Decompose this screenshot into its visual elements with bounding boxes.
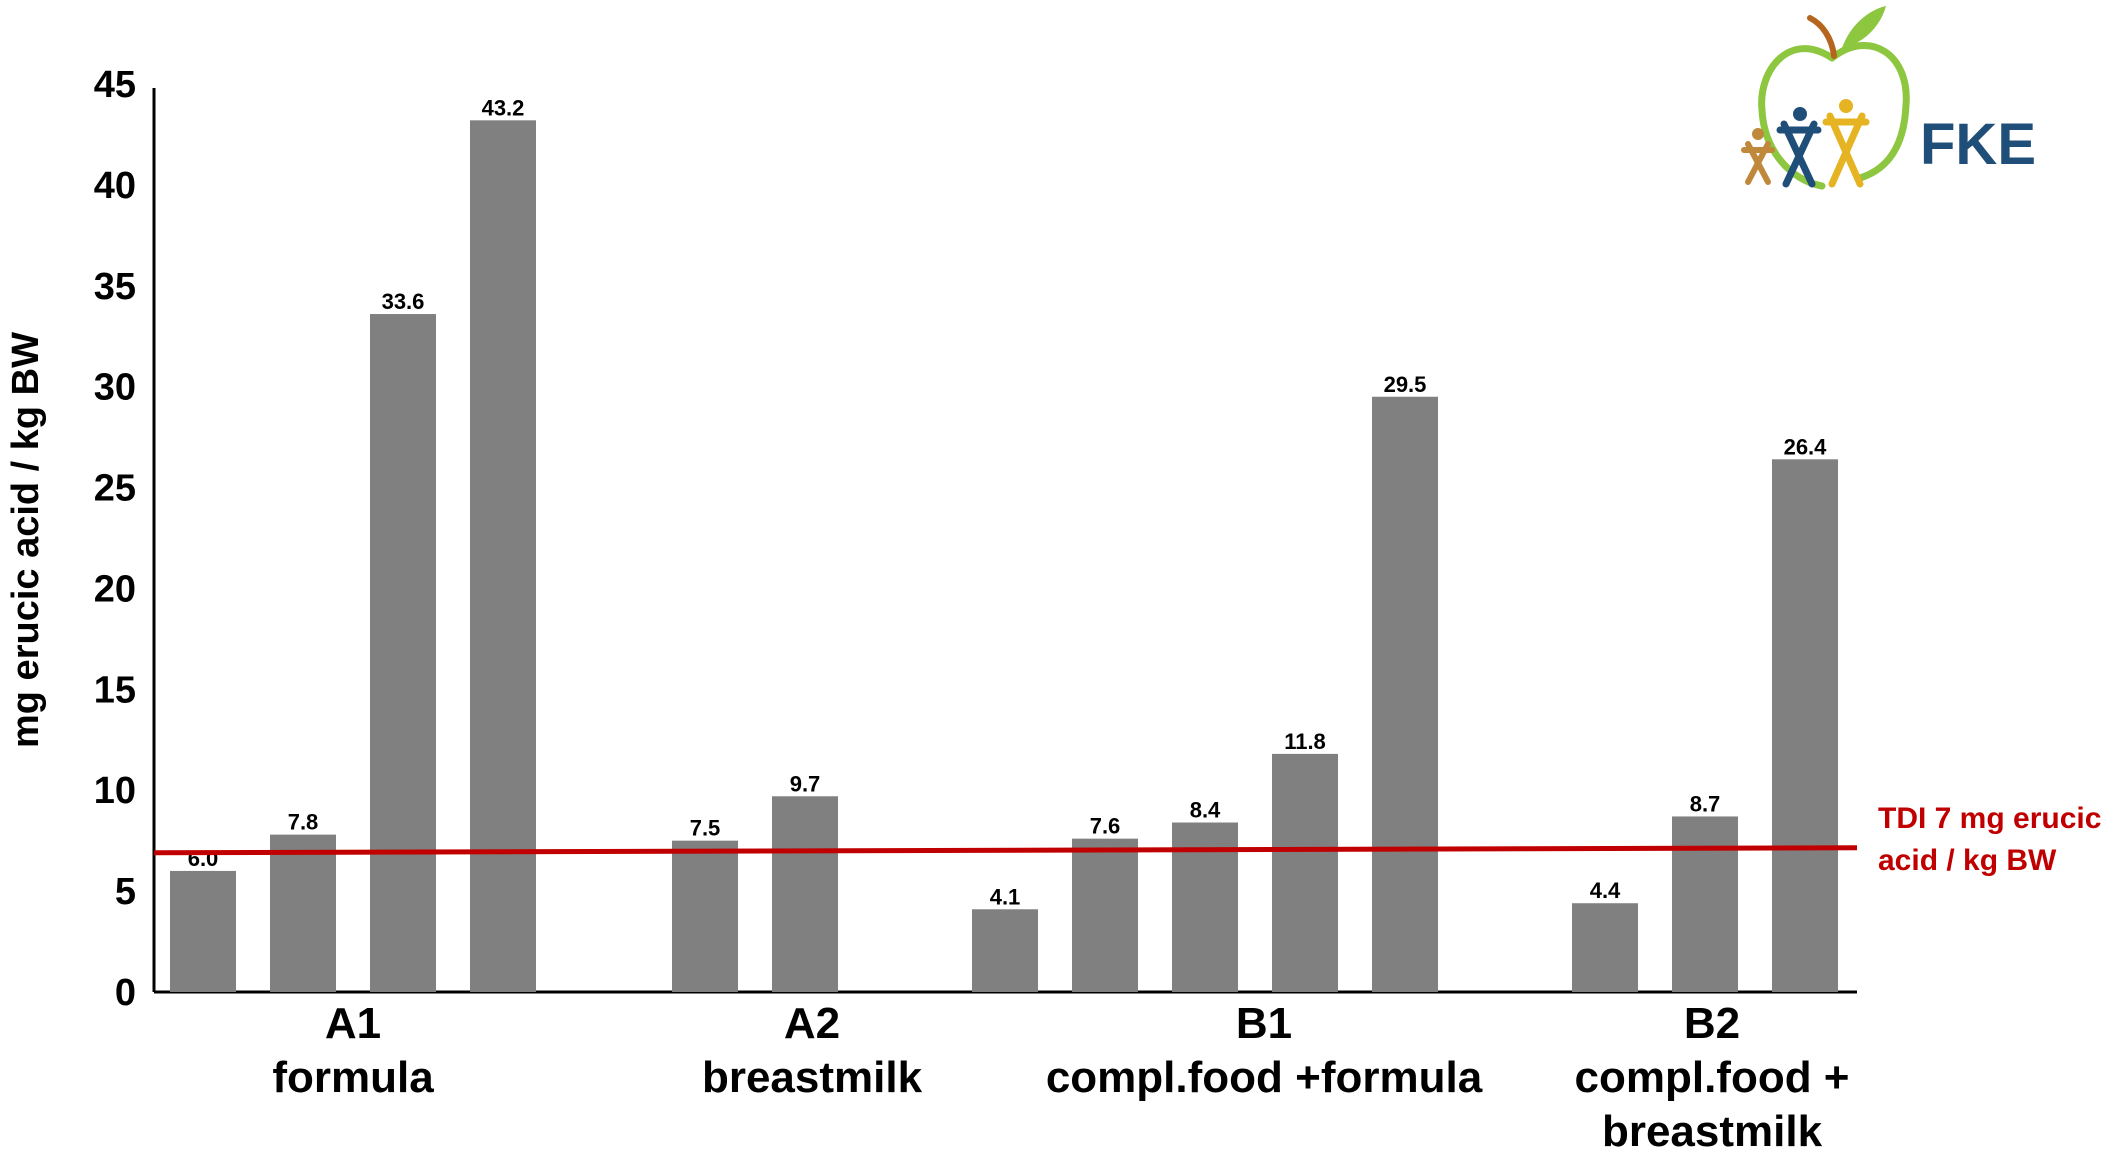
data-label-b1-3: 8.4: [1190, 798, 1221, 823]
group-label-a1-line-2: formula: [272, 1053, 434, 1102]
group-label-b2-line-3: breastmilk: [1602, 1107, 1823, 1156]
bar-b2-2: [1672, 816, 1738, 992]
y-tick-label: 0: [115, 972, 136, 1014]
group-label-a1-line-1: A1: [325, 999, 381, 1048]
bar-a1-4: [470, 120, 536, 992]
data-label-a1-3: 33.6: [382, 289, 425, 314]
logo-text: FKE: [1920, 112, 2036, 177]
data-label-a1-2: 7.8: [288, 810, 319, 835]
y-axis-title: mg erucic acid / kg BW: [5, 332, 47, 748]
group-labels: A1 formula A2 breastmilk B1 compl.food +formu…: [272, 999, 1849, 1156]
data-label-a1-1: 6.0: [188, 846, 219, 871]
group-label-a2-line-1: A2: [784, 999, 840, 1048]
bar-b1-4: [1272, 753, 1338, 992]
tdi-label-line-1: TDI 7 mg erucic: [1878, 802, 2101, 835]
data-label-b2-2: 8.7: [1690, 791, 1721, 816]
fke-logo: FKE: [1741, 6, 2036, 190]
group-label-b2-line-2: compl.food +: [1575, 1053, 1850, 1102]
bar-b2-1: [1572, 903, 1638, 992]
y-tick-label: 45: [94, 64, 136, 106]
group-label-a2-line-2: breastmilk: [702, 1053, 923, 1102]
reference-line-group: TDI 7 mg erucic acid / kg BW: [153, 802, 2101, 877]
bar-a2-1: [672, 840, 738, 992]
tdi-label-line-2: acid / kg BW: [1878, 844, 2057, 877]
data-labels: 6.0 7.8 33.6 43.2 7.5 9.7 4.1 7.6 8.4 11.8 29.5 4.4…: [188, 95, 1827, 909]
y-tick-label: 10: [94, 770, 136, 812]
y-tick-label: 30: [94, 367, 136, 409]
y-tick-label: 15: [94, 669, 136, 711]
y-tick-label: 20: [94, 568, 136, 610]
bar-b2-3: [1772, 459, 1838, 993]
apple-leaf-icon: [1842, 6, 1886, 48]
bar-a2-2: [772, 796, 838, 992]
data-label-a1-4: 43.2: [482, 95, 525, 120]
y-tick-label: 35: [94, 266, 136, 308]
group-label-b2-line-1: B2: [1684, 999, 1740, 1048]
data-label-b1-1: 4.1: [990, 884, 1021, 909]
y-tick-label: 40: [94, 165, 136, 207]
y-tick-label: 25: [94, 468, 136, 510]
data-label-b1-2: 7.6: [1090, 814, 1121, 839]
apple-outline-icon: [1758, 42, 1910, 190]
y-axis: mg erucic acid / kg BW: [5, 88, 156, 992]
data-label-a2-1: 7.5: [690, 816, 721, 841]
data-label-b1-5: 29.5: [1384, 372, 1427, 397]
people-figures-icon: [1741, 99, 1870, 188]
data-label-b2-3: 26.4: [1784, 434, 1828, 459]
tdi-reference-line: [153, 845, 1858, 856]
bar-b1-1: [972, 909, 1038, 992]
bar-b1-5: [1372, 396, 1438, 992]
data-label-a2-2: 9.7: [790, 771, 821, 796]
bar-series: [170, 120, 1838, 993]
apple-stem-icon: [1807, 15, 1837, 59]
group-label-b1-line-2: compl.food +formula: [1046, 1053, 1483, 1102]
bar-b1-2: [1072, 838, 1138, 992]
y-tick-labels: 0 5 10 15 20 25 30 35 40 45: [94, 64, 136, 1014]
data-label-b1-4: 11.8: [1284, 729, 1326, 754]
group-label-b1-line-1: B1: [1236, 999, 1292, 1048]
data-label-b2-1: 4.4: [1590, 878, 1621, 903]
bar-a1-1: [170, 870, 236, 992]
bar-a1-2: [270, 834, 336, 992]
y-tick-label: 5: [115, 871, 136, 913]
bar-a1-3: [370, 314, 436, 992]
